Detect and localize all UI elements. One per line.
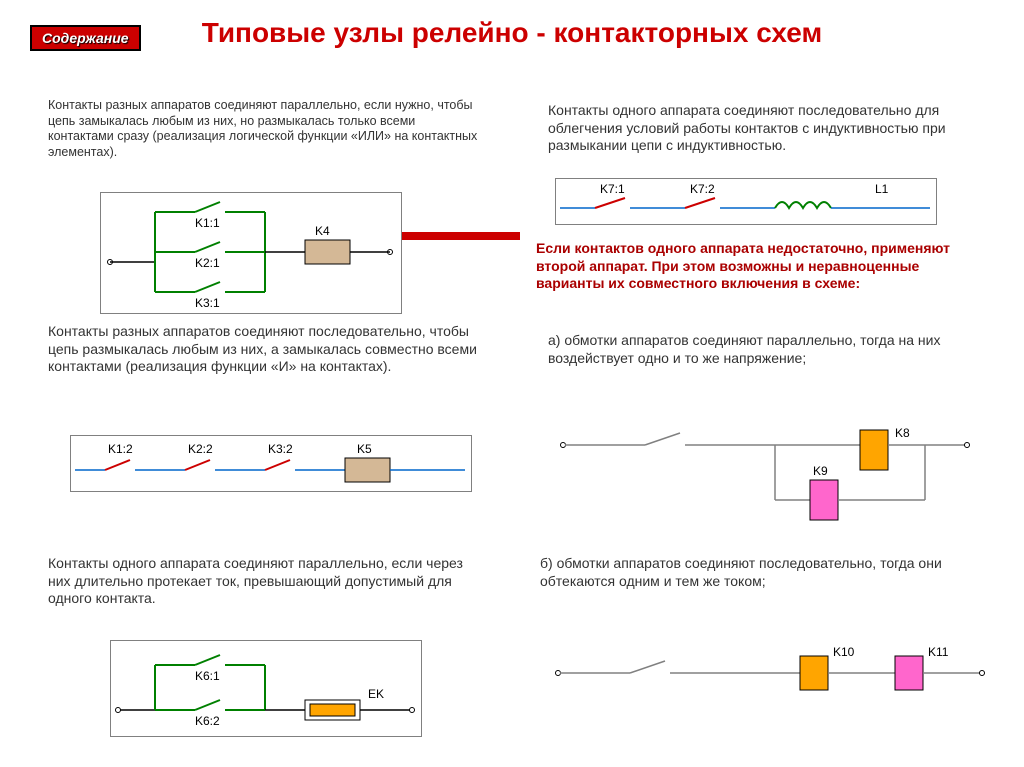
diagram-d5: K6:1 K6:2 EK <box>110 640 420 735</box>
svg-text:L1: L1 <box>875 182 889 196</box>
page-title: Типовые узлы релейно - контакторных схем <box>0 18 1024 49</box>
svg-text:K7:2: K7:2 <box>690 182 715 196</box>
svg-text:K4: K4 <box>315 224 330 238</box>
diagram-d1: K1:1 K2:1 K3:1 K4 <box>100 192 400 312</box>
svg-text:K7:1: K7:1 <box>600 182 625 196</box>
svg-text:K3:2: K3:2 <box>268 442 293 456</box>
svg-text:K3:1: K3:1 <box>195 296 220 310</box>
svg-text:K9: K9 <box>813 464 828 478</box>
diagram-d3: K1:2 K2:2 K3:2 K5 <box>70 435 470 490</box>
svg-text:K11: K11 <box>928 645 949 659</box>
diagram-d2: K7:1 K7:2 L1 <box>555 178 935 223</box>
para-p7: б) обмотки аппаратов соединяют последова… <box>540 555 970 590</box>
svg-text:K1:2: K1:2 <box>108 442 133 456</box>
svg-text:K2:1: K2:1 <box>195 256 220 270</box>
svg-text:K6:2: K6:2 <box>195 714 220 728</box>
diagram-d4: K8 K9 <box>555 415 975 530</box>
svg-text:K8: K8 <box>895 426 910 440</box>
svg-text:K2:2: K2:2 <box>188 442 213 456</box>
svg-text:K6:1: K6:1 <box>195 669 220 683</box>
svg-text:EK: EK <box>368 687 384 701</box>
para-p5: а) обмотки аппаратов соединяют параллель… <box>548 332 968 367</box>
svg-text:K10: K10 <box>833 645 855 659</box>
svg-text:K5: K5 <box>357 442 372 456</box>
para-p1: Контакты разных аппаратов соединяют пара… <box>48 98 478 161</box>
para-p3: Если контактов одного аппарата недостато… <box>536 240 966 293</box>
svg-text:K1:1: K1:1 <box>195 216 220 230</box>
para-p4: Контакты разных аппаратов соединяют посл… <box>48 323 478 376</box>
para-p6: Контакты одного аппарата соединяют парал… <box>48 555 478 608</box>
diagram-d6: K10 K11 <box>550 638 990 698</box>
para-p2: Контакты одного аппарата соединяют после… <box>548 102 978 155</box>
